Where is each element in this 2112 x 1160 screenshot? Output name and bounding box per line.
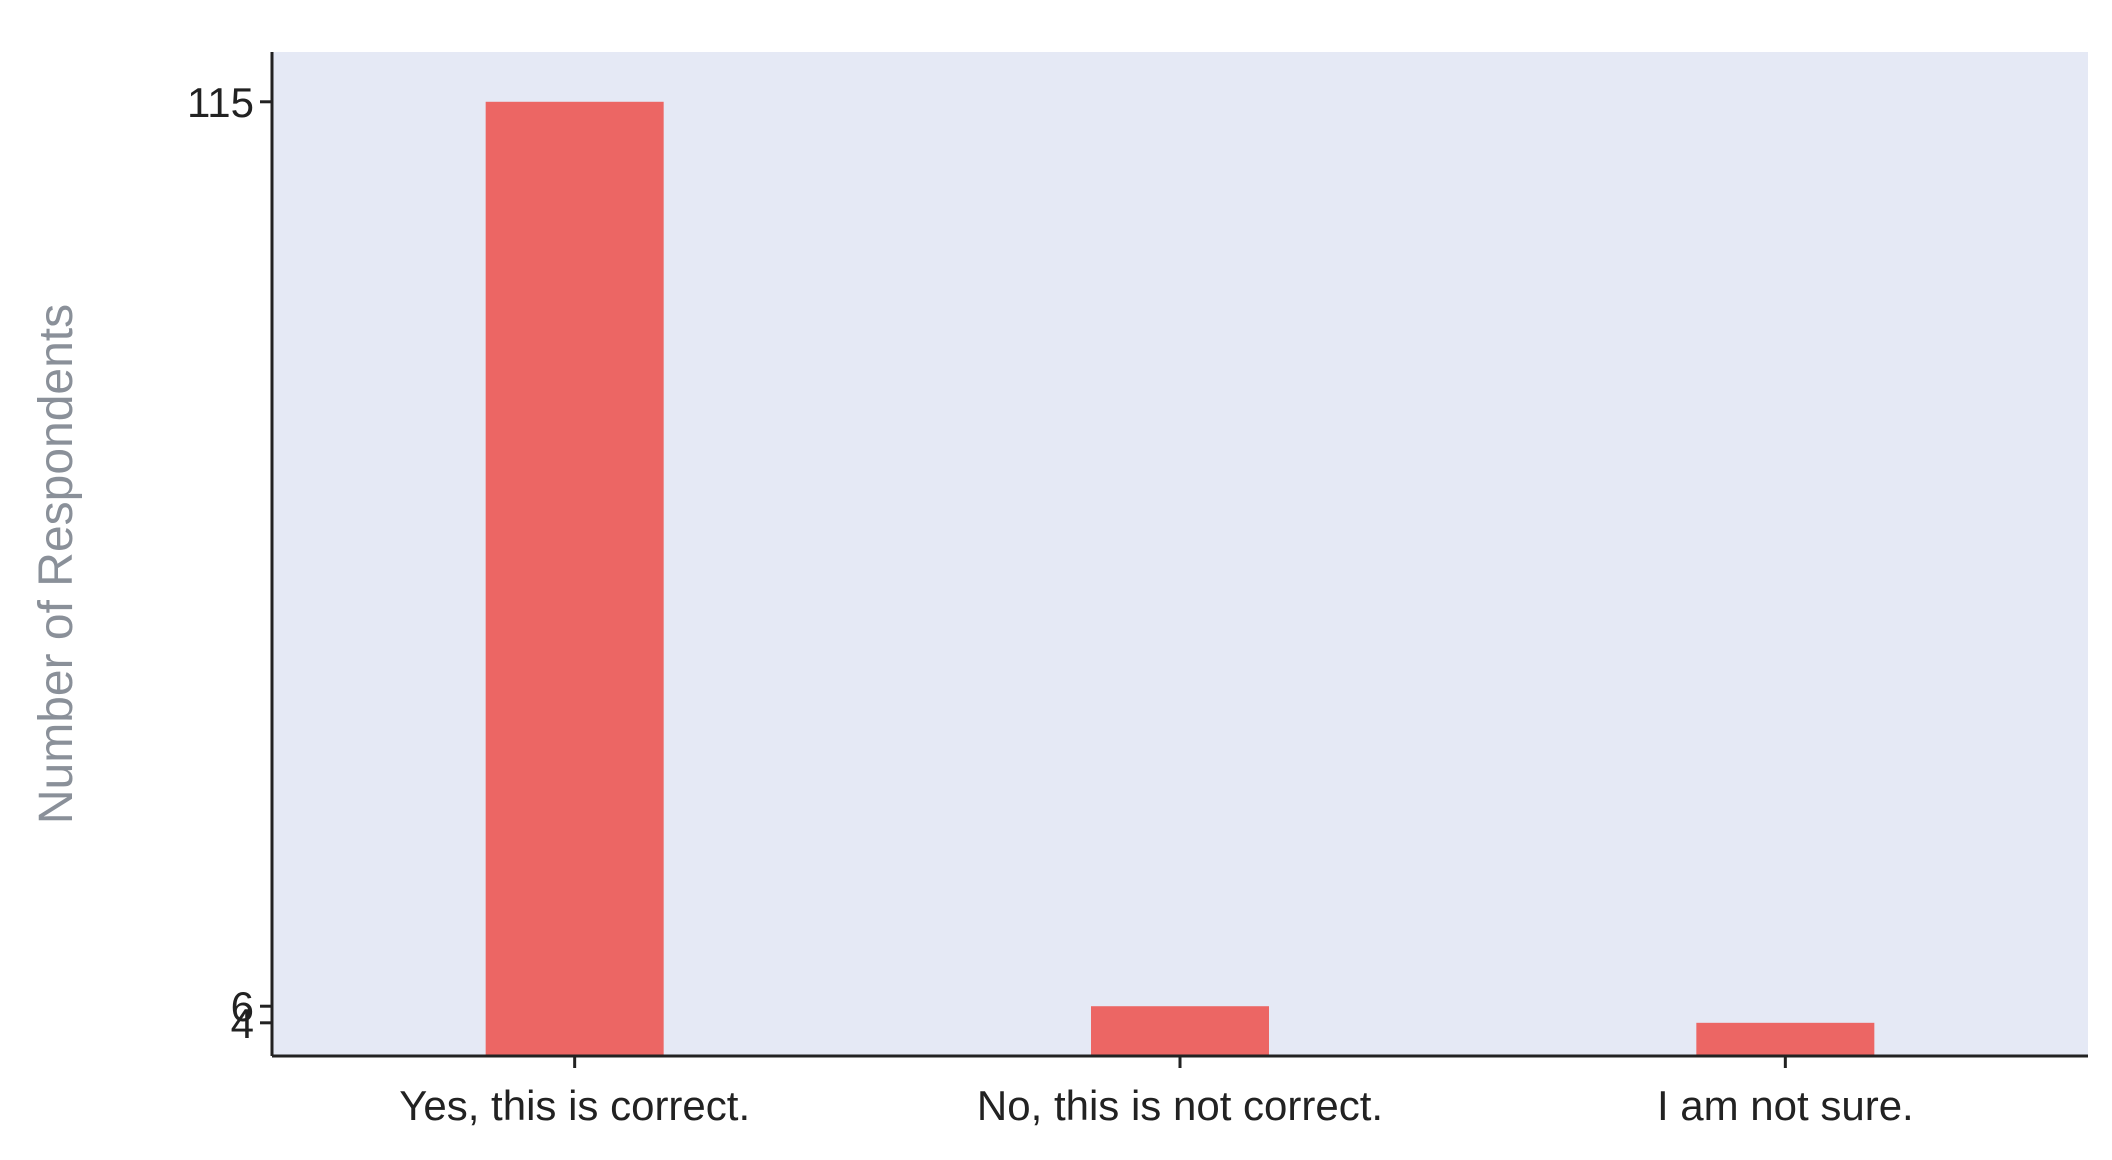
x-tick-label: Yes, this is correct. [399, 1082, 750, 1129]
bar-1 [485, 101, 664, 1056]
y-tick-label: 4 [231, 1000, 254, 1047]
bars-group [485, 101, 1875, 1056]
bar-3 [1696, 1022, 1875, 1056]
y-tick-label: 115 [187, 79, 254, 126]
x-tick-label: No, this is not correct. [977, 1082, 1383, 1129]
x-ticks-group: Yes, this is correct. No, this is not cor… [399, 1056, 1914, 1129]
y-ticks-group: 46 115 [187, 79, 272, 1047]
x-tick-label: I am not sure. [1657, 1082, 1914, 1129]
y-tick-label: 6 [231, 983, 254, 1030]
bar-2 [1091, 1006, 1269, 1056]
y-axis-title: Number of Respondents [30, 304, 83, 824]
